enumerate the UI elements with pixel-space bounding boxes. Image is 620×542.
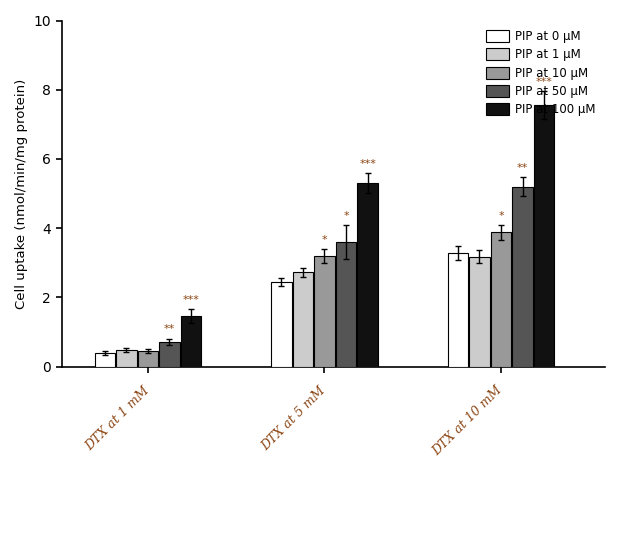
Bar xyxy=(512,186,533,366)
Bar xyxy=(116,350,136,366)
Text: DTX at 5 mM: DTX at 5 mM xyxy=(260,384,329,453)
Y-axis label: Cell uptake (nmol/min/mg protein): Cell uptake (nmol/min/mg protein) xyxy=(15,79,28,308)
Bar xyxy=(271,282,291,366)
Bar xyxy=(534,105,554,366)
Legend: PIP at 0 μM, PIP at 1 μM, PIP at 10 μM, PIP at 50 μM, PIP at 100 μM: PIP at 0 μM, PIP at 1 μM, PIP at 10 μM, … xyxy=(482,27,599,120)
Bar xyxy=(181,317,202,366)
Bar xyxy=(357,183,378,366)
Text: DTX at 1 mM: DTX at 1 mM xyxy=(83,384,152,453)
Text: ***: *** xyxy=(536,78,552,87)
Bar xyxy=(159,341,180,366)
Bar xyxy=(293,273,313,366)
Bar xyxy=(314,256,335,366)
Text: *: * xyxy=(322,235,327,245)
Text: ***: *** xyxy=(183,295,200,305)
Bar xyxy=(469,256,490,366)
Text: ***: *** xyxy=(359,159,376,169)
Bar xyxy=(491,233,512,366)
Bar xyxy=(94,353,115,366)
Text: DTX at 10 mM: DTX at 10 mM xyxy=(430,384,505,459)
Bar xyxy=(138,351,158,366)
Text: *: * xyxy=(498,210,504,221)
Text: **: ** xyxy=(164,325,175,334)
Bar xyxy=(448,253,468,366)
Text: *: * xyxy=(343,210,349,221)
Bar xyxy=(336,242,356,366)
Text: **: ** xyxy=(517,163,528,173)
